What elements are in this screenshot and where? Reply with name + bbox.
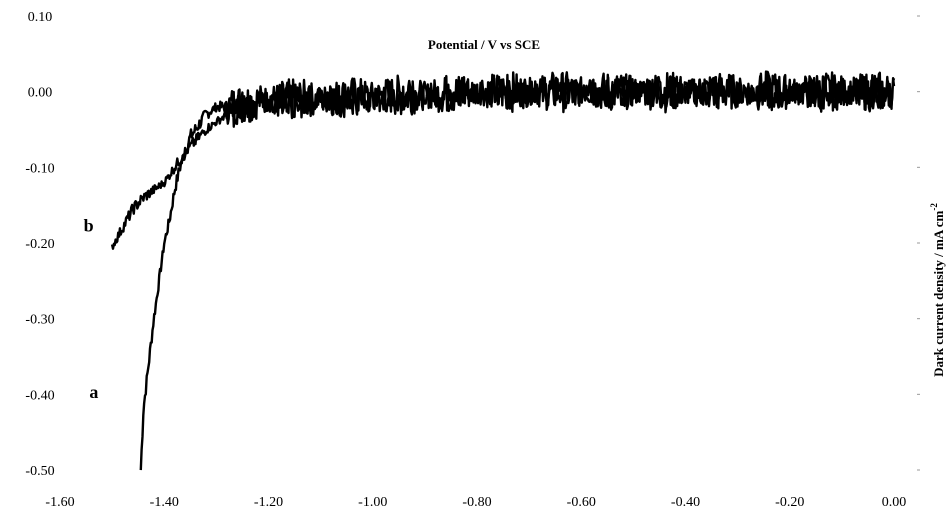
- series-layer: [110, 70, 896, 471]
- y-tick-label: -0.40: [25, 388, 54, 403]
- x-tick-label: -1.40: [150, 495, 179, 510]
- x-tick-labels: -1.60 -1.40 -1.20 -1.00 -0.80 -0.60 -0.40 -0.20…: [45, 495, 906, 510]
- y-tick-labels: 0.10 0.00 -0.10 -0.20 -0.30 -0.40 -0.50: [25, 10, 54, 479]
- y-tick-label: -0.30: [25, 313, 54, 328]
- x-tick-label: -0.20: [775, 495, 804, 510]
- x-tick-label: -0.80: [462, 495, 491, 510]
- y-axis-label-exponent: -2: [929, 203, 939, 211]
- series-label-b: b: [84, 216, 94, 236]
- x-tick-label: -0.60: [567, 495, 596, 510]
- x-tick-label: -1.00: [358, 495, 387, 510]
- y-tick-label: 0.10: [28, 10, 53, 25]
- series-line-a: [139, 70, 896, 471]
- y-axis-label: Dark current density / mA cm-2: [929, 203, 946, 377]
- x-tick-label: 0.00: [882, 495, 907, 510]
- x-axis-label: Potential / V vs SCE: [428, 37, 540, 52]
- y-tick-label: -0.10: [25, 161, 54, 176]
- series-label-a: a: [89, 382, 98, 402]
- x-tick-label: -0.40: [671, 495, 700, 510]
- series-line-b: [110, 73, 896, 250]
- right-axis-ticks: [917, 15, 920, 471]
- y-axis-label-main: Dark current density / mA cm: [931, 210, 946, 376]
- y-tick-label: 0.00: [28, 86, 53, 101]
- y-tick-label: -0.50: [25, 464, 54, 479]
- series-labels: ab: [84, 216, 99, 402]
- x-tick-label: -1.60: [45, 495, 74, 510]
- x-tick-label: -1.20: [254, 495, 283, 510]
- y-tick-label: -0.20: [25, 237, 54, 252]
